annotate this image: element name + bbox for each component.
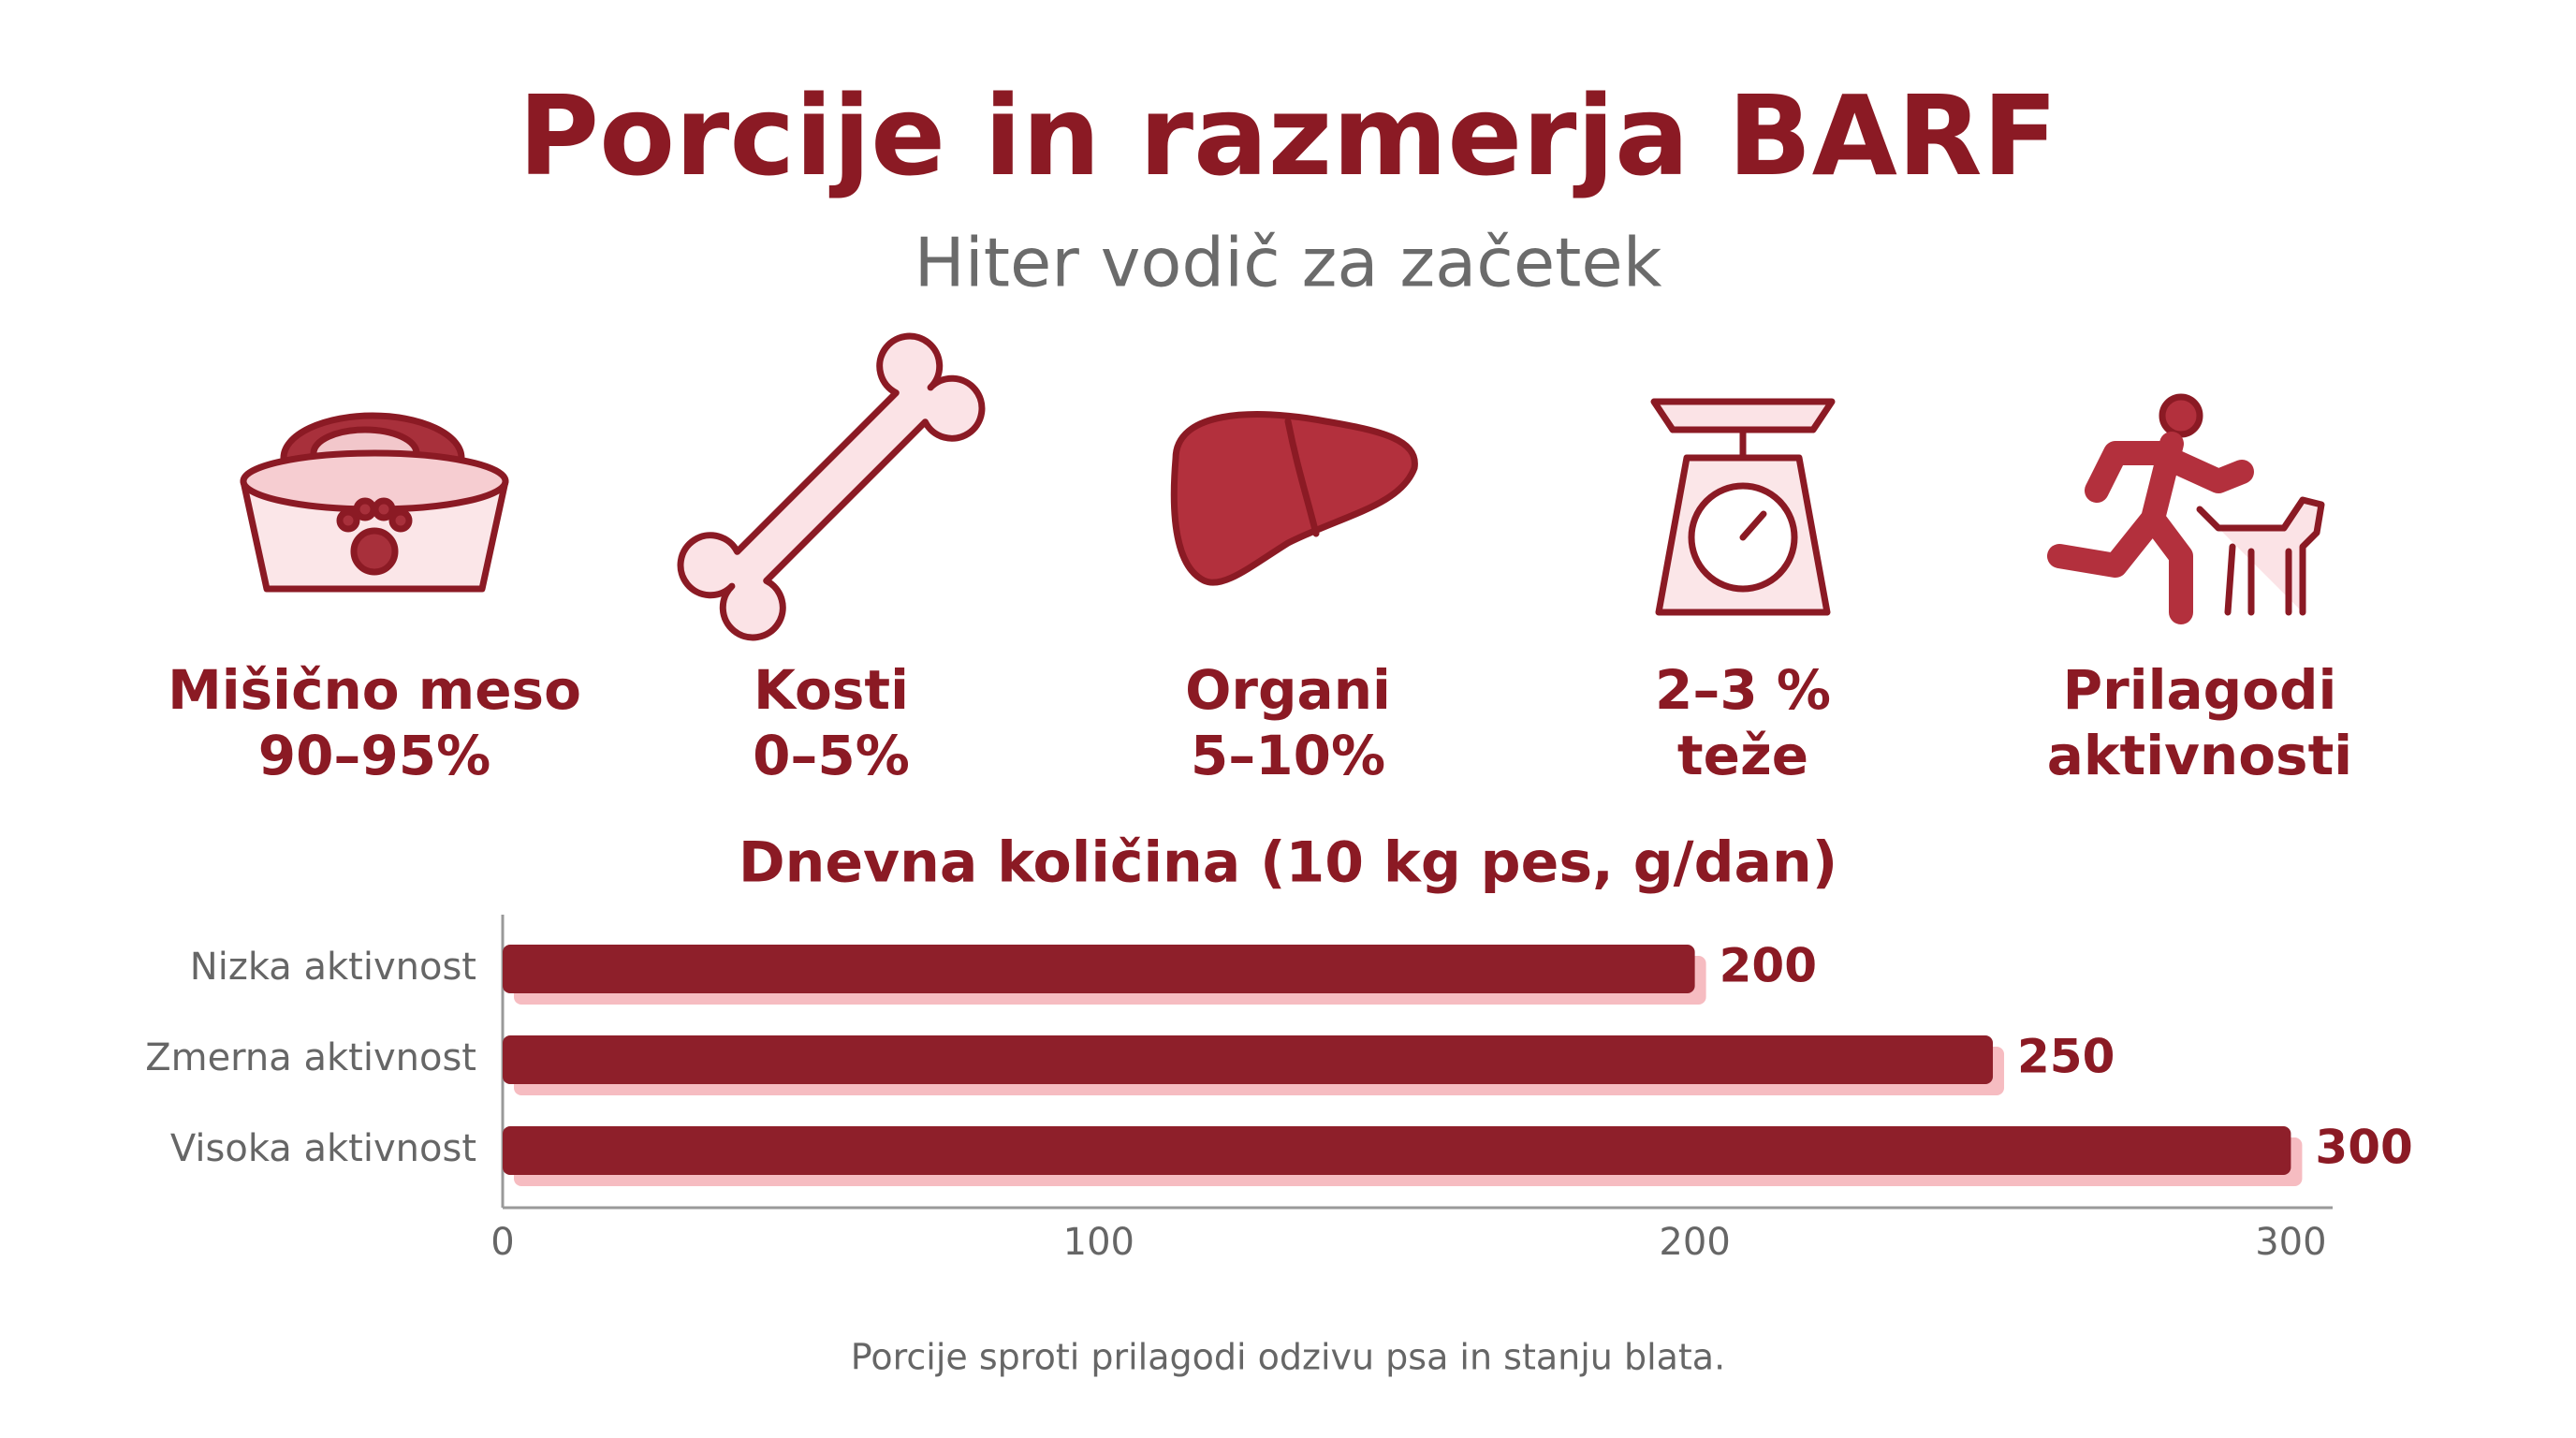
x-tick-label: 100 [1063, 1221, 1134, 1264]
x-tick-label: 200 [1659, 1221, 1730, 1264]
category-label: Visoka aktivnost [170, 1127, 476, 1170]
title: Porcije in razmerja BARF [519, 71, 2058, 200]
x-tick-label: 0 [490, 1221, 514, 1264]
category-label: Zmerna aktivnost [145, 1036, 476, 1079]
bowl-icon [240, 412, 509, 593]
bone-icon [677, 332, 986, 641]
feature-label: Prilagodi [2063, 658, 2337, 722]
feature-label: 2–3 % [1655, 658, 1831, 722]
feature-label: 0–5% [753, 724, 910, 787]
bar [503, 1035, 1994, 1084]
feature-label: Organi [1185, 658, 1391, 722]
scale-icon [1650, 398, 1836, 616]
value-label: 200 [1720, 939, 1817, 993]
value-label: 250 [2017, 1030, 2115, 1084]
feature-label: teže [1677, 724, 1808, 787]
subtitle: Hiter vodič za začetek [915, 224, 1662, 302]
feature-label: 5–10% [1191, 724, 1385, 787]
runner-dog-icon [2047, 393, 2325, 624]
x-tick-label: 300 [2255, 1221, 2326, 1264]
feature-label: aktivnosti [2047, 724, 2352, 787]
liver-icon [1170, 411, 1418, 586]
feature-label: Kosti [754, 658, 909, 722]
bar [503, 1126, 2291, 1175]
category-label: Nizka aktivnost [190, 946, 476, 989]
bar [503, 945, 1695, 993]
value-label: 300 [2315, 1121, 2412, 1175]
chart-title: Dnevna količina (10 kg pes, g/dan) [739, 830, 1837, 896]
feature-label: 90–95% [258, 724, 491, 787]
footer-note: Porcije sproti prilagodi odzivu psa in s… [851, 1337, 1725, 1378]
feature-label: Mišično meso [168, 658, 581, 722]
